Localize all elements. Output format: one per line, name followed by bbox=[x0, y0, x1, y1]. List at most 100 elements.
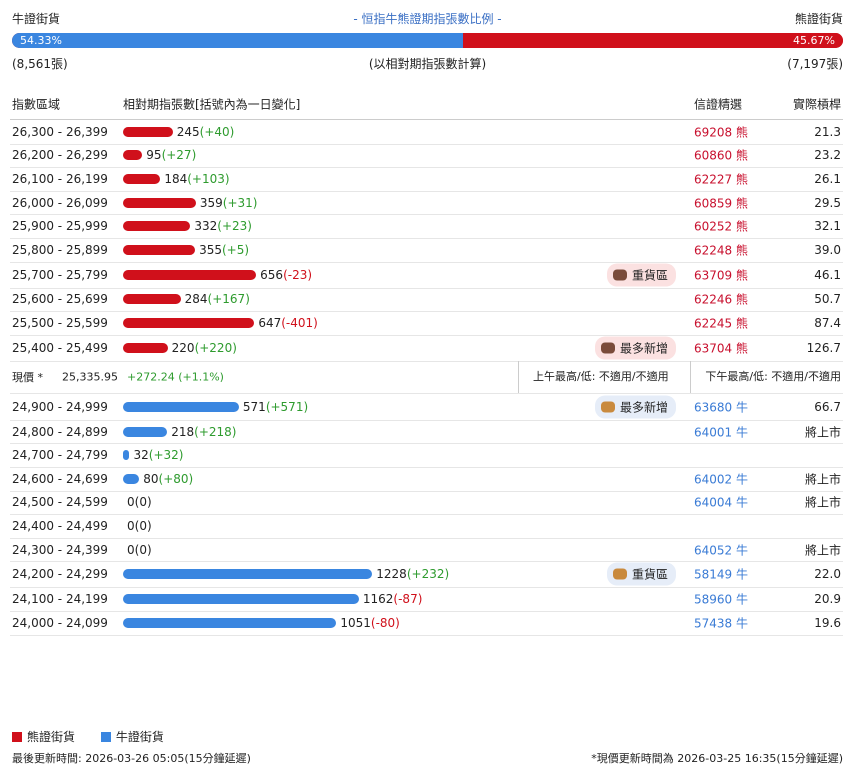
legend-swatch bbox=[12, 732, 22, 742]
count: 355 bbox=[199, 242, 222, 257]
bear-ratio bbox=[463, 33, 843, 48]
column-header: 指數區域 相對期指張數[括號內為一日變化] 信證精選 實際槓桿 bbox=[10, 88, 843, 120]
pm-range: 下午最高/低: 不適用/不適用 bbox=[690, 360, 841, 393]
count: 284 bbox=[184, 292, 208, 307]
count-label: 0(0) bbox=[127, 519, 152, 533]
count-label: 80(+80) bbox=[143, 472, 193, 486]
tag-icon bbox=[612, 568, 627, 580]
price-label: 現價 * bbox=[12, 370, 43, 384]
range: 25,700 - 25,799 bbox=[12, 267, 108, 282]
row: 26,100 - 26,199 184(+103) 62227 熊 26.1 bbox=[10, 167, 843, 192]
warrant-code: 64002 牛 bbox=[694, 472, 748, 487]
change: (+167) bbox=[207, 292, 250, 307]
tag-icon bbox=[612, 269, 627, 281]
bar bbox=[123, 473, 140, 484]
range: 26,100 - 26,199 bbox=[12, 171, 108, 186]
range: 24,300 - 24,399 bbox=[12, 542, 108, 557]
count: 0 bbox=[127, 542, 135, 557]
row: 25,700 - 25,799 656(-23) 重貨區 63709 熊 46.1 bbox=[10, 262, 843, 289]
range: 24,600 - 24,699 bbox=[12, 471, 108, 486]
warrant-code: 63709 熊 bbox=[694, 268, 748, 283]
leverage: 22.0 bbox=[814, 567, 841, 582]
tag-label: 重貨區 bbox=[631, 268, 668, 283]
range: 24,500 - 24,599 bbox=[12, 495, 108, 510]
change: (0) bbox=[134, 542, 152, 557]
legend-swatch bbox=[100, 732, 111, 742]
bull-label: 牛證街貨 bbox=[12, 12, 61, 26]
column-label: 相對期指張數[括號內為一日變化] bbox=[123, 97, 301, 111]
bull-count: (8,561張) bbox=[12, 57, 68, 71]
leverage: 32.1 bbox=[814, 219, 841, 234]
range: 24,400 - 24,499 bbox=[12, 518, 108, 533]
leverage: 50.7 bbox=[814, 292, 841, 307]
warrant-code: 64001 牛 bbox=[694, 425, 748, 440]
tag: 重貨區 bbox=[606, 562, 676, 586]
range: 25,400 - 25,499 bbox=[12, 340, 108, 355]
count: 1228 bbox=[376, 567, 407, 582]
bar bbox=[123, 401, 239, 412]
range: 24,800 - 24,899 bbox=[12, 424, 108, 439]
warrant-code: 63704 熊 bbox=[694, 341, 748, 356]
row: 24,300 - 24,399 0(0) 64052 牛 將上市 bbox=[10, 538, 843, 563]
warrant-code: 62248 熊 bbox=[694, 243, 748, 258]
count: 0 bbox=[127, 495, 135, 510]
bar bbox=[123, 126, 173, 137]
range: 24,100 - 24,199 bbox=[12, 592, 108, 607]
tag-icon bbox=[600, 401, 615, 413]
count-label: 32(+32) bbox=[133, 448, 183, 462]
count-label: 220(+220) bbox=[172, 341, 237, 355]
bar bbox=[123, 342, 168, 353]
legend: 熊證街貨 牛證街貨 bbox=[12, 728, 164, 745]
warrant-code: 60860 熊 bbox=[694, 148, 748, 163]
count: 1051 bbox=[340, 615, 371, 630]
count-label: 0(0) bbox=[127, 495, 152, 509]
tag: 最多新增 bbox=[594, 336, 676, 360]
change: (+23) bbox=[217, 219, 252, 234]
count-label: 656(-23) bbox=[260, 268, 312, 282]
leverage: 29.5 bbox=[814, 195, 841, 210]
count-label: 218(+218) bbox=[171, 425, 236, 439]
change: (+103) bbox=[187, 171, 230, 186]
count-label: 1162(-87) bbox=[363, 592, 423, 606]
price-change: +272.24 (+1.1%) bbox=[127, 370, 224, 384]
range: 26,200 - 26,299 bbox=[12, 148, 108, 163]
title: - 恒指牛熊證期指張數比例 - bbox=[353, 12, 502, 26]
count-label: 647(-401) bbox=[258, 316, 318, 330]
change: (0) bbox=[134, 518, 152, 533]
leverage: 將上市 bbox=[804, 495, 841, 510]
leverage: 126.7 bbox=[806, 340, 841, 355]
price-value: 25,335.95 bbox=[62, 370, 118, 384]
footer-right: *現價更新時間為 2026-03-25 16:35(15分鐘延遲) bbox=[591, 752, 843, 765]
bar bbox=[123, 269, 257, 280]
row: 24,100 - 24,199 1162(-87) 58960 牛 20.9 bbox=[10, 587, 843, 612]
range: 24,200 - 24,299 bbox=[12, 567, 108, 582]
leverage: 87.4 bbox=[814, 315, 841, 330]
change: (+5) bbox=[221, 242, 250, 257]
leverage: 21.3 bbox=[814, 124, 841, 139]
count-label: 332(+23) bbox=[194, 219, 252, 233]
bar bbox=[123, 450, 130, 461]
count-label: 184(+103) bbox=[164, 172, 229, 186]
leverage: 20.9 bbox=[814, 592, 841, 607]
change: (+80) bbox=[158, 471, 194, 486]
tag-label: 重貨區 bbox=[631, 567, 668, 582]
range: 24,000 - 24,099 bbox=[12, 615, 108, 630]
bar bbox=[123, 197, 196, 208]
range: 26,000 - 26,099 bbox=[12, 195, 108, 210]
change: (-401) bbox=[281, 315, 318, 330]
range: 25,500 - 25,599 bbox=[12, 315, 108, 330]
row: 24,600 - 24,699 80(+80) 64002 牛 將上市 bbox=[10, 467, 843, 492]
tag-icon bbox=[600, 342, 615, 354]
row: 25,800 - 25,899 355(+5) 62248 熊 39.0 bbox=[10, 238, 843, 263]
range: 25,800 - 25,899 bbox=[12, 242, 108, 257]
row: 24,800 - 24,899 218(+218) 64001 牛 將上市 bbox=[10, 420, 843, 445]
footer-left: 最後更新時間: 2026-03-26 05:05(15分鐘延遲) bbox=[12, 752, 251, 765]
leverage: 66.7 bbox=[814, 399, 841, 414]
change: (+27) bbox=[161, 148, 197, 163]
bar bbox=[123, 617, 337, 628]
bear-count: (7,197張) bbox=[787, 57, 843, 71]
leverage: 23.2 bbox=[814, 148, 841, 163]
count-label: 245(+40) bbox=[177, 125, 235, 139]
bar bbox=[123, 317, 255, 328]
